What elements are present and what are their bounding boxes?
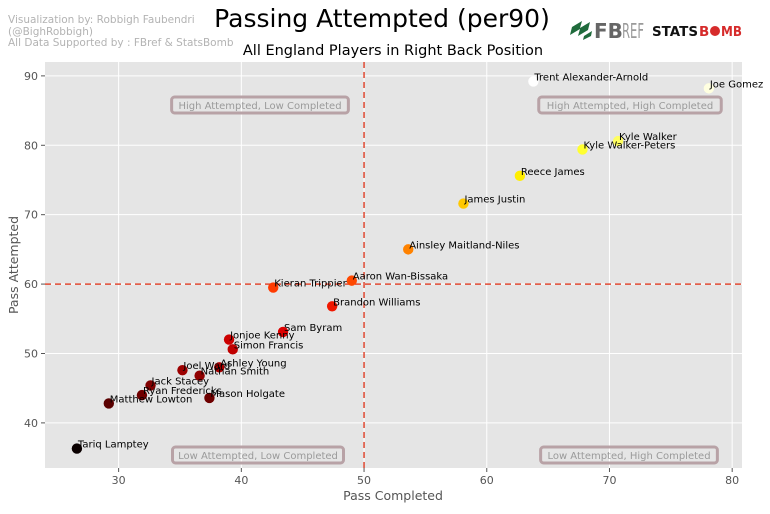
credit-line-1: Visualization by: Robbigh Faubendri [8,14,195,26]
y-tick-label: 60 [24,278,38,291]
x-tick-label: 80 [725,474,739,487]
statsbomb-logo: STATS B MB [652,24,742,40]
y-tick-labels: 40 50 60 70 80 90 [24,70,38,430]
point-label: Matthew Lowton [110,394,193,405]
point-label: Ryan Fredericks [143,386,222,397]
point-label: Ainsley Maitland-Niles [409,240,519,251]
point-label: Brandon Williams [333,297,420,308]
quadrant-label: High Attempted, Low Completed [178,101,341,112]
chart-subtitle: All England Players in Right Back Positi… [243,43,543,59]
quadrant-label-box [539,445,719,465]
point-label: Trent Alexander-Arnold [533,72,648,83]
data-point [577,144,588,155]
data-point [277,326,289,338]
data-point [326,301,338,312]
data-point [103,398,115,409]
statsbomb-logo-mb: MB [721,24,742,40]
point-label: Kyle Walker-Peters [583,140,675,151]
point-label: Kieran Trippier [274,279,347,290]
data-point [223,334,235,345]
point-label: Joel Ward [182,361,230,372]
y-tick-label: 50 [24,347,38,360]
grid [41,62,742,472]
x-axis-label: Pass Completed [343,488,443,503]
credit-line-2: (@BighRobbigh) [8,26,93,38]
point-label: Simon Francis [234,340,304,351]
fbref-logo-fb: FB [594,19,623,43]
quadrant-labels: High Attempted, Low Completed High Attemp… [170,95,723,465]
point-label: Sam Byram [284,323,342,334]
data-point [177,364,188,376]
quadrant-label: High Attempted, High Completed [547,101,713,112]
data-point [136,389,148,401]
data-point [71,443,83,454]
y-tick-label: 70 [24,209,38,222]
data-point [346,275,357,286]
point-label: Tariq Lamptey [77,440,149,451]
point-label: Aaron Wan-Bissaka [353,272,448,283]
point-label: Joe Gomez [709,79,763,90]
quadrant-label: Low Attempted, High Completed [547,451,710,462]
data-point [612,135,624,147]
chart-title: Passing Attempted (per90) [214,4,550,33]
point-label: Nathan Smith [201,367,270,378]
point-label: Jack Stacey [151,376,210,387]
data-point [403,244,414,255]
x-tick-label: 40 [234,474,248,487]
data-point [458,198,469,209]
y-tick-label: 80 [24,139,38,152]
data-point [145,380,156,391]
x-tick-labels: 30 40 50 60 70 80 [112,474,740,487]
point-label: Reece James [521,167,585,178]
quadrant-label-box [171,445,345,465]
quadrant-label-box [170,95,350,115]
data-point [227,344,238,355]
data-points [71,76,715,454]
point-labels: Trent Alexander-Arnold Joe Gomez Kyle Walk… [77,72,763,450]
x-tick-label: 70 [602,474,616,487]
y-tick-label: 40 [24,417,38,430]
data-point [194,370,205,381]
point-label: Jonjoe Kenny [229,331,295,342]
data-point [703,83,715,94]
data-point [204,392,215,404]
quadrant-label: Low Attempted, Low Completed [178,451,338,462]
fbref-logo-ref: REF [622,19,644,43]
x-tick-label: 30 [112,474,126,487]
data-point [214,362,225,373]
point-label: James Justin [463,195,525,206]
statsbomb-bomb-icon [710,26,720,36]
credit-line-3: All Data Supported by : FBref & StatsBom… [8,37,234,49]
x-tick-label: 60 [480,474,494,487]
quadrant-label-box [537,95,723,115]
statsbomb-logo-stats: STATS [652,24,698,40]
data-point [268,282,279,293]
statsbomb-logo-b: B [699,24,709,40]
data-point [514,170,526,182]
y-axis-label: Pass Attempted [6,216,21,314]
x-tick-label: 50 [357,474,371,487]
point-label: Mason Holgate [210,389,285,400]
fbref-icon [570,21,592,40]
reference-lines [45,62,742,468]
y-tick-label: 90 [24,70,38,83]
data-point [528,76,539,87]
fbref-logo: FB REF [570,19,644,43]
plot-area [45,62,742,468]
point-label: Kyle Walker [619,132,678,143]
point-label: Ashley Young [220,358,286,369]
